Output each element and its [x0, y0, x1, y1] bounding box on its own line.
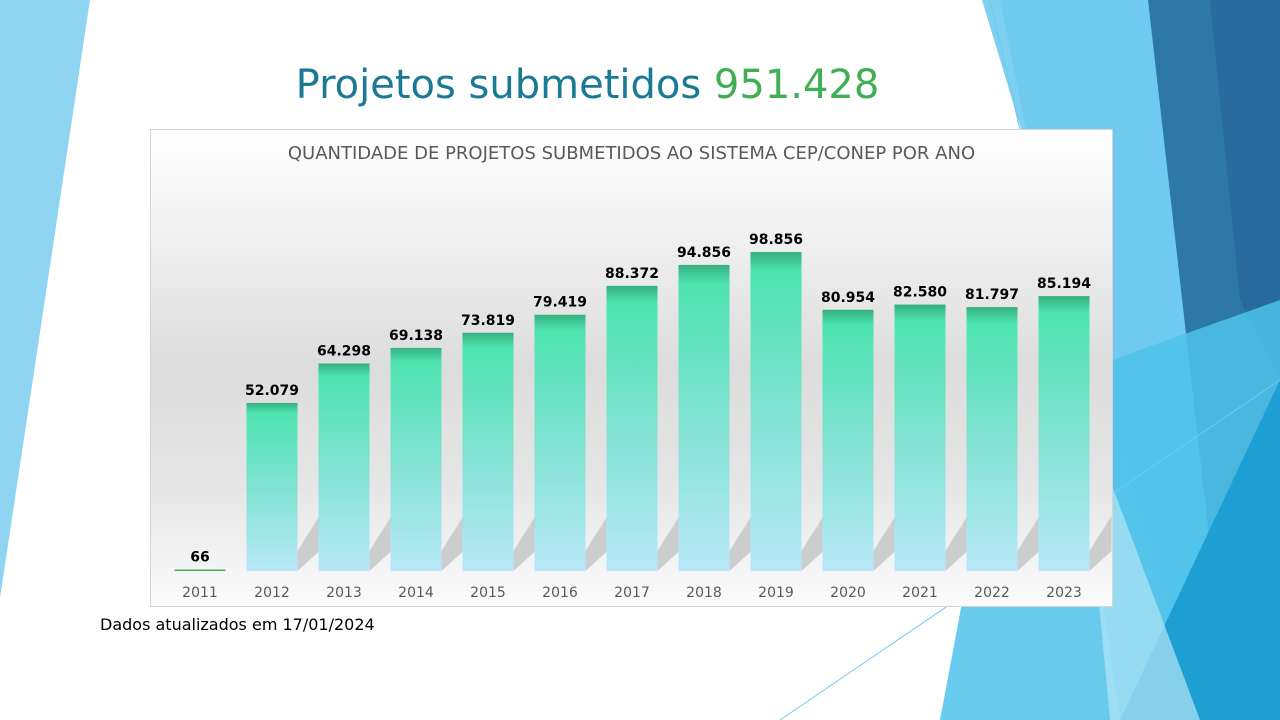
x-tick-label-2014: 2014	[398, 585, 434, 601]
chart-plot: 66 2011 52.079 2012 64.298 2013 69.138 2014 73.8…	[174, 232, 1112, 601]
data-label-2022: 81.797	[965, 287, 1019, 303]
x-tick-label-2021: 2021	[902, 585, 938, 601]
x-tick-label-2017: 2017	[614, 585, 650, 601]
x-tick-label-2013: 2013	[326, 585, 362, 601]
bar-2021	[894, 304, 946, 571]
data-label-2013: 64.298	[317, 344, 371, 360]
bar-2012	[246, 402, 298, 571]
bar-shadow	[513, 516, 536, 571]
x-tick-label-2020: 2020	[830, 585, 866, 601]
bar-shadow	[297, 516, 320, 571]
bar-shadow	[369, 516, 392, 571]
bar-shadow	[657, 516, 680, 571]
bar-2018	[678, 264, 730, 571]
data-label-2017: 88.372	[605, 266, 659, 282]
bar-shadow	[1017, 516, 1040, 571]
data-label-2019: 98.856	[749, 232, 803, 248]
x-tick-label-2015: 2015	[470, 585, 506, 601]
x-tick-label-2023: 2023	[1046, 585, 1082, 601]
slide-title: Projetos submetidos 951.428	[0, 62, 1175, 108]
bar-2023	[1038, 296, 1090, 571]
bar-shadow	[441, 516, 464, 571]
bar-2017	[606, 285, 658, 571]
slide-title-total: 951.428	[713, 62, 880, 108]
slide-title-text: Projetos submetidos	[295, 62, 702, 108]
data-label-2016: 79.419	[533, 295, 587, 311]
bar-2015	[462, 332, 514, 571]
data-label-2011: 66	[190, 550, 209, 566]
bar-2011	[174, 569, 226, 571]
x-tick-label-2011: 2011	[182, 585, 218, 601]
data-label-2018: 94.856	[677, 245, 731, 261]
data-label-2014: 69.138	[389, 328, 443, 344]
bar-shadow	[945, 516, 968, 571]
bar-2022	[966, 307, 1018, 571]
data-label-2012: 52.079	[245, 383, 299, 399]
x-tick-label-2019: 2019	[758, 585, 794, 601]
data-label-2020: 80.954	[821, 290, 875, 306]
bar-2019	[750, 252, 802, 571]
bar-shadow	[873, 516, 896, 571]
bar-shadow	[585, 516, 608, 571]
data-label-2021: 82.580	[893, 285, 947, 301]
data-label-2023: 85.194	[1037, 276, 1091, 292]
bar-chart: 66 2011 52.079 2012 64.298 2013 69.138 2014 73.8…	[150, 129, 1113, 607]
bar-2020	[822, 309, 874, 571]
bar-shadow	[729, 516, 752, 571]
bar-shadow	[801, 516, 824, 571]
x-tick-label-2016: 2016	[542, 585, 578, 601]
bar-shadow	[1089, 516, 1112, 571]
chart-title: QUANTIDADE DE PROJETOS SUBMETIDOS AO SIS…	[287, 143, 976, 164]
footnote-updated-date: Dados atualizados em 17/01/2024	[100, 615, 375, 634]
bar-2016	[534, 314, 586, 571]
bar-2014	[390, 347, 442, 571]
x-tick-label-2018: 2018	[686, 585, 722, 601]
data-label-2015: 73.819	[461, 313, 515, 329]
x-tick-label-2022: 2022	[974, 585, 1010, 601]
x-tick-label-2012: 2012	[254, 585, 290, 601]
bar-2013	[318, 363, 370, 571]
